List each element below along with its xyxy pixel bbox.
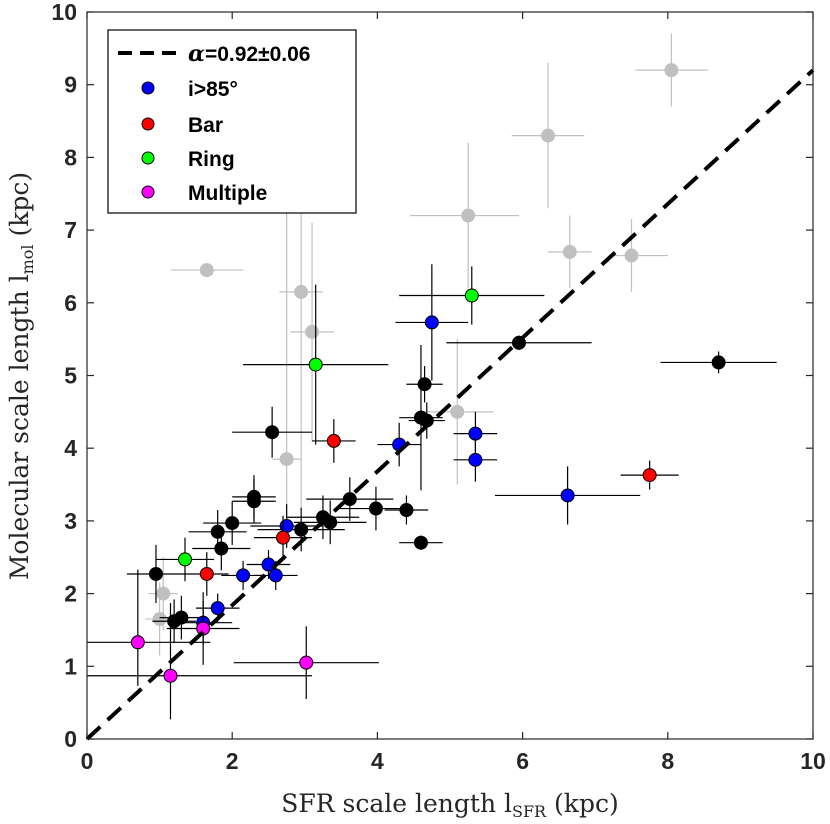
data-point [196, 621, 211, 636]
data-point [199, 566, 214, 581]
legend-label-bar: Bar [188, 114, 223, 137]
data-point [152, 612, 167, 627]
data-point [464, 288, 479, 303]
data-point [214, 541, 229, 556]
data-point [624, 248, 639, 263]
legend-marker-bar [141, 117, 155, 131]
data-point [246, 494, 261, 509]
data-point [326, 433, 341, 448]
y-tick-label: 1 [64, 653, 77, 679]
data-point [279, 518, 294, 533]
data-point [424, 315, 439, 330]
data-point [199, 263, 214, 278]
x-tick-label: 4 [371, 748, 384, 774]
data-point [268, 568, 283, 583]
data-point [174, 610, 189, 625]
data-point [236, 568, 251, 583]
tick-labels: 0 2 4 6 8 10 0 1 2 3 4 5 6 7 8 9 10 [51, 0, 825, 774]
series-black [126, 335, 777, 644]
data-point [225, 516, 240, 531]
x-axis-label: SFR scale length lSFR (kpc) [281, 789, 618, 821]
data-point [265, 425, 280, 440]
legend-marker-ring [141, 151, 155, 165]
data-point [210, 524, 225, 539]
legend-marker-multiple [141, 185, 155, 199]
y-tick-label: 6 [64, 290, 77, 316]
data-point [294, 284, 309, 299]
legend: α=0.92±0.06 i>85° Bar Ring Multiple [107, 29, 357, 214]
data-point [450, 404, 465, 419]
data-point [461, 208, 476, 223]
y-tick-label: 7 [64, 217, 77, 243]
data-point [413, 535, 428, 550]
y-tick-label: 4 [64, 435, 77, 461]
y-tick-label: 9 [64, 72, 77, 98]
x-tick-label: 10 [800, 748, 826, 774]
data-point [130, 635, 145, 650]
data-point [148, 566, 163, 581]
data-point [178, 552, 193, 567]
series-layer [87, 33, 777, 720]
x-tick-label: 6 [516, 748, 529, 774]
data-point [279, 452, 294, 467]
series-ring [155, 266, 545, 582]
data-point [399, 502, 414, 517]
x-tick-label: 8 [661, 748, 674, 774]
plot-frame [86, 11, 814, 740]
y-tick-label: 5 [64, 363, 77, 389]
data-point [299, 655, 314, 670]
y-tick-label: 0 [64, 726, 77, 752]
y-tick-label: 3 [64, 508, 77, 534]
data-point [664, 63, 679, 78]
y-tick-label: 2 [64, 581, 77, 607]
legend-marker-inclined [141, 81, 155, 95]
data-point [156, 586, 171, 601]
y-tick-label: 10 [51, 0, 77, 25]
x-tick-label: 0 [81, 748, 94, 774]
series-bar [185, 419, 679, 596]
data-point [305, 324, 320, 339]
data-point [541, 128, 556, 143]
data-point [562, 244, 577, 259]
legend-label-multiple: Multiple [188, 182, 267, 205]
data-point [711, 355, 726, 370]
y-tick-label: 8 [64, 144, 77, 170]
data-point [642, 468, 657, 483]
data-point [276, 530, 291, 545]
legend-fit-label: α=0.92±0.06 [188, 41, 310, 67]
data-point [560, 488, 575, 503]
data-point [210, 601, 225, 616]
fit-line [85, 68, 815, 741]
legend-label-inclined: i>85° [188, 78, 238, 101]
data-point [368, 501, 383, 516]
data-point [294, 522, 309, 537]
x-tick-label: 2 [226, 748, 239, 774]
y-axis-label: Molecular scale length lmol (kpc) [5, 172, 37, 580]
legend-label-ring: Ring [188, 148, 235, 171]
data-point [308, 357, 323, 372]
data-point [468, 452, 483, 467]
data-point [417, 377, 432, 392]
series-i-85- [174, 264, 641, 645]
data-point [163, 668, 178, 683]
